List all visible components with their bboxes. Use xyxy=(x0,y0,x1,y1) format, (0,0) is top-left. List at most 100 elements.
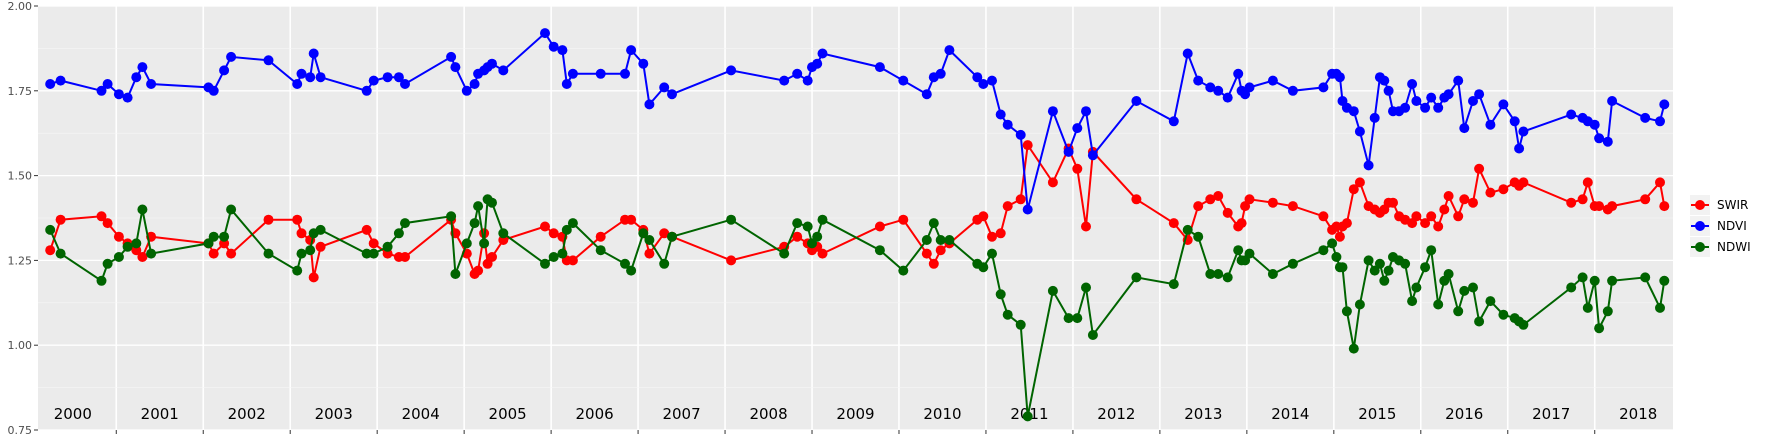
data-point xyxy=(1022,204,1033,215)
data-point xyxy=(146,79,157,89)
y-tick-label: 1.75 xyxy=(8,85,33,98)
y-tick-label: 1.50 xyxy=(8,170,33,183)
data-point xyxy=(1072,313,1083,324)
data-point xyxy=(935,245,946,256)
year-label: 2005 xyxy=(489,405,527,423)
data-point xyxy=(1331,252,1342,262)
data-point xyxy=(540,28,550,39)
data-point xyxy=(446,51,457,62)
data-point xyxy=(1485,119,1496,130)
y-tick-label: 1.00 xyxy=(8,339,33,352)
data-point xyxy=(817,48,828,59)
data-point xyxy=(226,51,237,62)
data-point xyxy=(122,241,133,252)
data-point xyxy=(921,235,932,245)
data-point xyxy=(812,58,823,69)
data-point xyxy=(802,221,813,232)
data-point xyxy=(1213,269,1224,279)
data-point xyxy=(1072,163,1083,174)
data-point xyxy=(1168,116,1179,127)
data-point xyxy=(1182,48,1193,59)
data-point xyxy=(45,79,56,89)
data-point xyxy=(644,235,655,245)
data-point xyxy=(548,41,559,52)
data-point xyxy=(473,265,484,276)
data-point xyxy=(1334,231,1345,242)
data-point xyxy=(1577,272,1588,283)
data-point xyxy=(469,218,480,229)
data-point xyxy=(400,218,410,229)
data-point xyxy=(1087,330,1098,340)
data-point xyxy=(1594,133,1605,144)
data-point xyxy=(1213,191,1224,201)
data-point xyxy=(1602,306,1613,317)
legend-key-point xyxy=(1695,242,1705,252)
data-point xyxy=(1383,265,1394,276)
data-point xyxy=(1659,275,1670,286)
data-point xyxy=(1168,218,1179,229)
data-point xyxy=(469,79,480,89)
data-point xyxy=(638,228,649,239)
data-point xyxy=(1337,262,1348,273)
y-tick-label: 0.75 xyxy=(8,424,33,437)
year-label: 2000 xyxy=(54,405,92,423)
legend-item-ndvi: NDVI xyxy=(1690,216,1747,236)
data-point xyxy=(146,248,157,259)
data-point xyxy=(726,255,737,266)
data-point xyxy=(802,75,813,86)
data-point xyxy=(1659,201,1670,212)
data-point xyxy=(1420,218,1431,229)
data-point xyxy=(1468,282,1478,293)
data-point xyxy=(1244,82,1255,93)
data-point xyxy=(1433,299,1444,310)
x-axis-ticks xyxy=(115,430,1596,434)
data-point xyxy=(626,265,637,276)
data-point xyxy=(1213,85,1224,96)
data-point xyxy=(1081,221,1091,232)
data-point xyxy=(102,218,113,229)
data-point xyxy=(620,68,630,79)
data-point xyxy=(898,214,909,225)
data-point xyxy=(487,252,497,262)
year-label: 2016 xyxy=(1445,405,1483,423)
data-point xyxy=(1002,201,1013,212)
data-point xyxy=(898,265,909,276)
data-point xyxy=(368,75,379,86)
data-point xyxy=(567,255,578,266)
data-point xyxy=(1607,275,1618,286)
data-point xyxy=(659,258,670,269)
data-point xyxy=(1205,82,1216,93)
data-point xyxy=(1640,272,1651,283)
data-point xyxy=(817,214,828,225)
data-point xyxy=(987,231,997,242)
data-point xyxy=(1182,224,1193,235)
data-point xyxy=(792,231,803,242)
data-point xyxy=(400,79,410,89)
data-point xyxy=(1426,245,1437,256)
data-point xyxy=(1388,197,1398,208)
data-point xyxy=(1063,146,1074,157)
data-point xyxy=(1131,272,1142,283)
data-point xyxy=(659,82,670,93)
data-point xyxy=(726,214,737,225)
data-point xyxy=(1433,221,1444,232)
data-point xyxy=(1334,72,1345,83)
data-point xyxy=(792,218,803,229)
data-point xyxy=(557,248,568,259)
data-point xyxy=(1518,126,1529,137)
data-point xyxy=(1566,282,1577,293)
data-point xyxy=(1468,96,1478,106)
data-point xyxy=(361,85,372,96)
data-point xyxy=(1589,119,1600,130)
data-point xyxy=(972,72,983,83)
data-point xyxy=(1348,106,1359,117)
data-point xyxy=(667,89,677,100)
year-label: 2010 xyxy=(923,405,961,423)
data-point xyxy=(296,248,307,259)
data-point xyxy=(1453,211,1464,222)
data-point xyxy=(1233,68,1244,79)
data-point xyxy=(1131,194,1142,205)
data-point xyxy=(1655,116,1665,127)
data-point xyxy=(102,258,113,269)
data-point xyxy=(944,235,955,245)
